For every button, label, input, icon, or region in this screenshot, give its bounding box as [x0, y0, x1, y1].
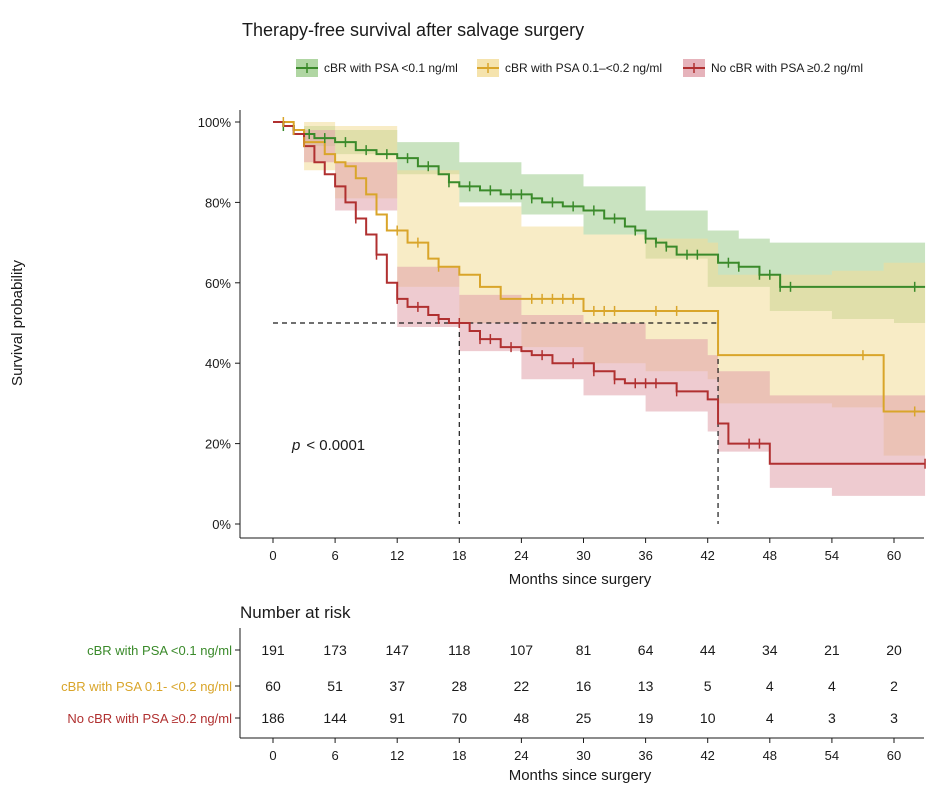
risk-x-tick-label: 60 [887, 748, 901, 763]
risk-x-tick-label: 30 [576, 748, 590, 763]
risk-cell: 37 [389, 678, 405, 694]
risk-cell: 60 [265, 678, 281, 694]
risk-x-tick-label: 42 [700, 748, 714, 763]
risk-cell: 34 [762, 642, 778, 658]
risk-x-tick-label: 0 [269, 748, 276, 763]
legend-item-1: cBR with PSA <0.1 ng/ml [296, 59, 458, 77]
risk-cell: 51 [327, 678, 343, 694]
y-tick-label: 60% [205, 276, 231, 291]
risk-cell: 3 [828, 710, 836, 726]
y-tick-label: 100% [198, 115, 232, 130]
risk-cell: 81 [576, 642, 592, 658]
x-tick-label: 54 [825, 548, 839, 563]
risk-table: cBR with PSA <0.1 ng/ml 191 173 147 118 107 81… [61, 642, 902, 726]
risk-cell: 173 [323, 642, 347, 658]
risk-cell: 4 [766, 678, 774, 694]
risk-cell: 107 [510, 642, 534, 658]
risk-cell: 13 [638, 678, 654, 694]
risk-cell: 10 [700, 710, 716, 726]
x-tick-label: 18 [452, 548, 466, 563]
y-tick-label: 40% [205, 356, 231, 371]
risk-cell: 4 [828, 678, 836, 694]
risk-row-2: cBR with PSA 0.1- <0.2 ng/ml 60 51 37 28 22 16… [61, 678, 898, 694]
risk-cell: 64 [638, 642, 654, 658]
x-tick-label: 0 [269, 548, 276, 563]
risk-cell: 144 [323, 710, 347, 726]
risk-x-axis-label: Months since surgery [509, 767, 652, 784]
risk-row-3: No cBR with PSA ≥0.2 ng/ml 186 144 91 70 48 25… [67, 710, 898, 726]
risk-row-label: cBR with PSA <0.1 ng/ml [87, 643, 232, 658]
p-value-annotation: p < 0.0001 [291, 437, 365, 454]
risk-cell: 20 [886, 642, 902, 658]
risk-cell: 48 [514, 710, 530, 726]
x-tick-label: 36 [638, 548, 652, 563]
risk-cell: 70 [452, 710, 468, 726]
risk-row-label: cBR with PSA 0.1- <0.2 ng/ml [61, 679, 232, 694]
risk-cell: 44 [700, 642, 716, 658]
risk-table-title: Number at risk [240, 603, 351, 622]
risk-cell: 28 [452, 678, 468, 694]
legend-item-3: No cBR with PSA ≥0.2 ng/ml [683, 59, 863, 77]
risk-x-tick-label: 48 [763, 748, 777, 763]
x-tick-label: 24 [514, 548, 528, 563]
risk-cell: 147 [386, 642, 410, 658]
risk-cell: 91 [389, 710, 405, 726]
risk-cell: 2 [890, 678, 898, 694]
legend-label: cBR with PSA 0.1–<0.2 ng/ml [505, 61, 662, 75]
risk-cell: 4 [766, 710, 774, 726]
y-ticks: 0% 20% 40% 60% 80% 100% [198, 115, 240, 532]
risk-cell: 25 [576, 710, 592, 726]
x-tick-label: 30 [576, 548, 590, 563]
legend-label: No cBR with PSA ≥0.2 ng/ml [711, 61, 863, 75]
risk-row-1: cBR with PSA <0.1 ng/ml 191 173 147 118 107 81… [87, 642, 902, 658]
risk-cell: 191 [261, 642, 285, 658]
risk-cell: 5 [704, 678, 712, 694]
p-value-text: < 0.0001 [306, 437, 365, 454]
risk-cell: 3 [890, 710, 898, 726]
survival-curve-3 [273, 121, 926, 465]
risk-x-tick-label: 18 [452, 748, 466, 763]
y-tick-label: 20% [205, 437, 231, 452]
risk-cell: 118 [448, 642, 471, 658]
risk-x-ticks: 0 6 12 18 24 30 36 42 48 54 60 [269, 738, 901, 763]
confidence-bands [273, 122, 926, 496]
x-axis-label: Months since surgery [509, 571, 652, 588]
risk-x-tick-label: 24 [514, 748, 528, 763]
x-ticks: 0 6 12 18 24 30 36 42 48 54 60 [269, 538, 901, 563]
risk-cell: 21 [824, 642, 840, 658]
x-tick-label: 60 [887, 548, 901, 563]
chart-title: Therapy-free survival after salvage surg… [242, 20, 584, 40]
x-tick-label: 48 [763, 548, 777, 563]
x-tick-label: 6 [331, 548, 338, 563]
y-tick-label: 0% [212, 517, 231, 532]
risk-cell: 22 [514, 678, 530, 694]
risk-x-tick-label: 36 [638, 748, 652, 763]
legend-item-2: cBR with PSA 0.1–<0.2 ng/ml [477, 59, 662, 77]
risk-row-label: No cBR with PSA ≥0.2 ng/ml [67, 711, 232, 726]
p-value-symbol: p [291, 437, 300, 454]
x-tick-label: 12 [390, 548, 404, 563]
legend-label: cBR with PSA <0.1 ng/ml [324, 61, 458, 75]
risk-cell: 16 [576, 678, 592, 694]
y-tick-label: 80% [205, 195, 231, 210]
y-axis-label: Survival probability [9, 260, 26, 386]
risk-cell: 186 [261, 710, 285, 726]
censor-marks [282, 117, 926, 469]
risk-x-tick-label: 12 [390, 748, 404, 763]
risk-x-tick-label: 54 [825, 748, 839, 763]
x-tick-label: 42 [700, 548, 714, 563]
risk-cell: 19 [638, 710, 654, 726]
legend: cBR with PSA <0.1 ng/ml cBR with PSA 0.1–… [296, 59, 863, 77]
risk-x-tick-label: 6 [331, 748, 338, 763]
ci-band-3 [273, 122, 926, 496]
